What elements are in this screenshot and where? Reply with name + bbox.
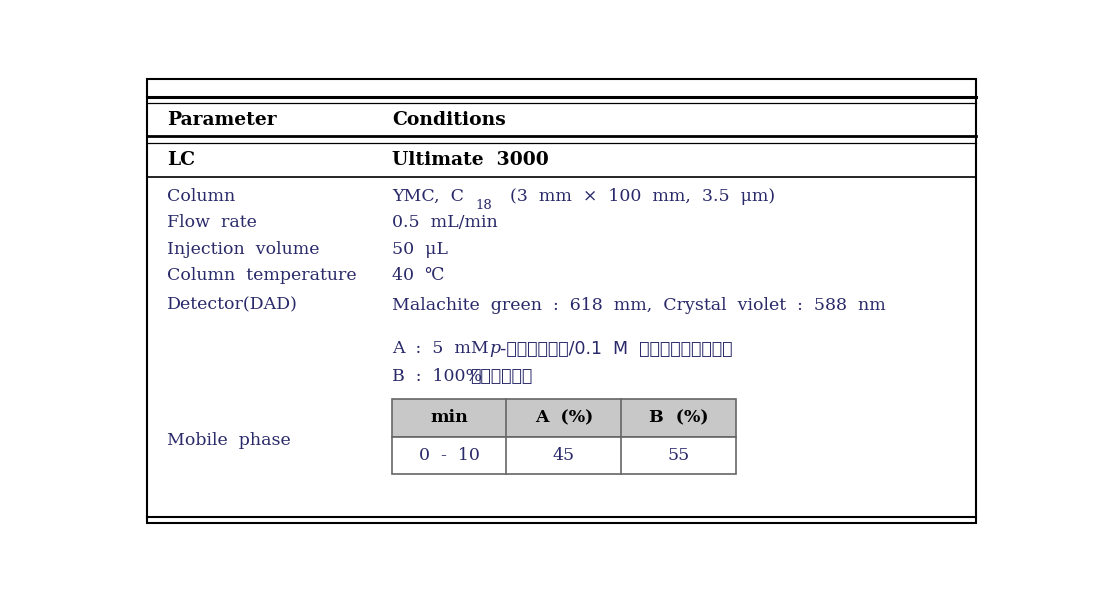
Bar bbox=[392, 437, 735, 474]
Text: LC: LC bbox=[167, 151, 195, 170]
Text: B  (%): B (%) bbox=[649, 409, 708, 426]
Text: -톨루엔설폰산/0.1  M  초산암모년완충용액: -톨루엔설폰산/0.1 M 초산암모년완충용액 bbox=[500, 340, 732, 358]
Text: B  :  100%: B : 100% bbox=[392, 368, 493, 384]
Bar bbox=[392, 399, 735, 437]
Text: p: p bbox=[490, 340, 501, 357]
Text: A  :  5  mM: A : 5 mM bbox=[392, 340, 500, 357]
Text: Malachite  green  :  618  mm,  Crystal  violet  :  588  nm: Malachite green : 618 mm, Crystal violet… bbox=[392, 296, 886, 314]
Text: A  (%): A (%) bbox=[535, 409, 593, 426]
Text: Column: Column bbox=[167, 187, 235, 205]
Text: YMC,  C: YMC, C bbox=[392, 187, 464, 205]
Text: Conditions: Conditions bbox=[392, 111, 505, 129]
Text: Ultimate  3000: Ultimate 3000 bbox=[392, 151, 549, 170]
Text: 40  ℃: 40 ℃ bbox=[392, 267, 444, 284]
Text: 45: 45 bbox=[552, 447, 575, 464]
Text: Detector(DAD): Detector(DAD) bbox=[167, 296, 298, 314]
Text: Flow  rate: Flow rate bbox=[167, 214, 256, 231]
Text: 아세토니트릴: 아세토니트릴 bbox=[470, 367, 533, 385]
Text: 55: 55 bbox=[667, 447, 689, 464]
Text: 0  -  10: 0 - 10 bbox=[419, 447, 480, 464]
Text: Parameter: Parameter bbox=[167, 111, 276, 129]
Text: (3  mm  ×  100  mm,  3.5  μm): (3 mm × 100 mm, 3.5 μm) bbox=[499, 187, 775, 205]
Text: 0.5  mL/min: 0.5 mL/min bbox=[392, 214, 498, 231]
Text: 18: 18 bbox=[475, 199, 492, 212]
Text: min: min bbox=[431, 409, 468, 426]
Text: Column  temperature: Column temperature bbox=[167, 267, 356, 284]
Text: Mobile  phase: Mobile phase bbox=[167, 432, 290, 449]
Text: 50  μL: 50 μL bbox=[392, 240, 447, 258]
Text: Injection  volume: Injection volume bbox=[167, 240, 319, 258]
